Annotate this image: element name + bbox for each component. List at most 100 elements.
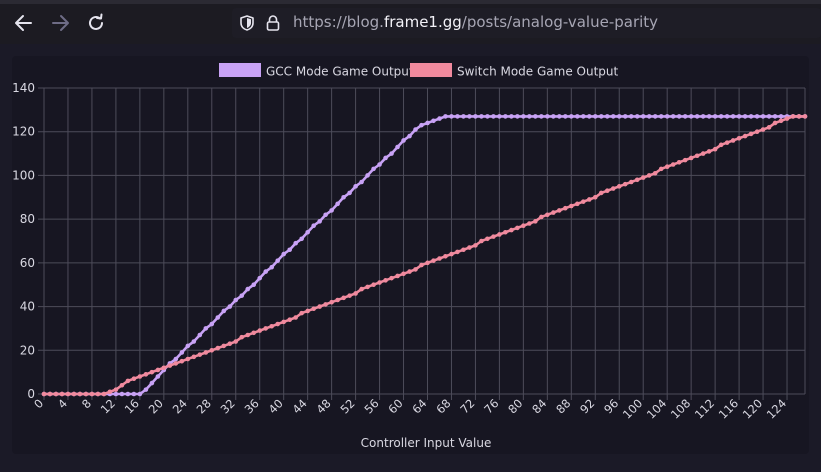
data-point [197,352,203,357]
address-bar[interactable] [232,8,821,38]
data-point [149,380,155,386]
data-point [107,389,113,395]
data-point [455,114,460,119]
data-point [209,347,215,353]
data-point [65,391,71,397]
back-arrow-icon[interactable] [11,10,37,36]
data-point [365,173,370,178]
data-point [772,120,778,126]
x-tick-label: 92 [577,396,597,416]
data-point [353,291,358,296]
forward-arrow-icon[interactable] [47,10,73,36]
data-point [676,114,682,119]
data-point [377,162,382,167]
data-point [431,118,436,124]
data-point [125,378,131,384]
data-point [527,221,532,226]
data-point [419,122,424,128]
data-point [664,164,670,169]
data-point [485,236,490,242]
data-point [586,197,592,202]
data-point [149,369,155,375]
data-point [479,238,484,244]
data-point [497,232,502,237]
data-point [634,177,640,183]
lock-icon[interactable] [265,14,281,32]
data-point [251,330,257,336]
x-tick-label: 96 [601,396,621,416]
x-tick-label: 48 [313,396,333,416]
data-point [658,114,664,119]
url-prefix: https://blog. [293,13,384,31]
data-point [305,229,310,235]
x-tick-label: 12 [98,396,118,416]
data-point [365,284,370,290]
data-point [473,243,478,248]
data-point [467,245,472,250]
data-point [443,253,448,259]
data-point [730,138,736,143]
url-path: /posts/analog-value-parity [461,13,659,31]
data-point [491,234,496,239]
y-tick-label: 100 [12,168,35,182]
x-tick-label: 100 [620,396,645,421]
data-point [185,356,191,362]
data-point [269,323,275,329]
data-point [682,114,688,119]
data-point [628,114,634,119]
data-point [119,382,125,388]
data-point [754,114,760,119]
browser-toolbar: https://blog.frame1.gg/posts/analog-valu… [0,0,821,44]
data-point [748,114,754,119]
data-point [730,114,736,119]
data-point [610,114,616,119]
shield-icon[interactable] [238,14,256,32]
x-tick-label: 112 [692,396,717,421]
y-tick-label: 80 [20,212,35,226]
data-point [551,210,556,215]
y-tick-label: 0 [27,387,35,401]
data-point [700,114,706,119]
data-point [449,114,454,119]
x-tick-label: 68 [433,396,453,416]
x-tick-label: 124 [764,396,789,421]
data-point [592,194,598,200]
data-point [569,114,574,119]
data-point [521,114,526,119]
x-tick-label: 16 [122,396,142,416]
data-point [371,282,376,288]
data-point [539,214,544,220]
data-point [527,114,532,119]
data-point [586,114,592,119]
data-point [736,135,742,141]
data-point [47,391,53,397]
data-point [640,114,646,119]
data-point [95,391,101,397]
data-point [682,157,688,163]
data-point [263,269,269,274]
data-point [347,190,352,196]
data-point [227,304,233,309]
data-point [293,315,298,320]
data-point [185,343,191,349]
url-text[interactable]: https://blog.frame1.gg/posts/analog-valu… [293,13,658,31]
x-tick-label: 108 [668,396,693,421]
data-point [227,341,233,347]
data-point [413,127,418,132]
x-tick-label: 72 [457,396,477,416]
data-point [802,114,808,119]
data-point [161,365,167,371]
x-tick-label: 80 [505,396,525,416]
data-point [598,114,604,119]
data-point [113,387,119,392]
data-point [431,258,436,263]
data-point [503,229,508,235]
reload-icon[interactable] [83,10,109,36]
data-point [143,372,149,377]
data-point [281,319,286,325]
data-point [167,363,173,368]
data-point [461,247,466,253]
data-point [317,304,322,309]
data-point [197,332,203,338]
